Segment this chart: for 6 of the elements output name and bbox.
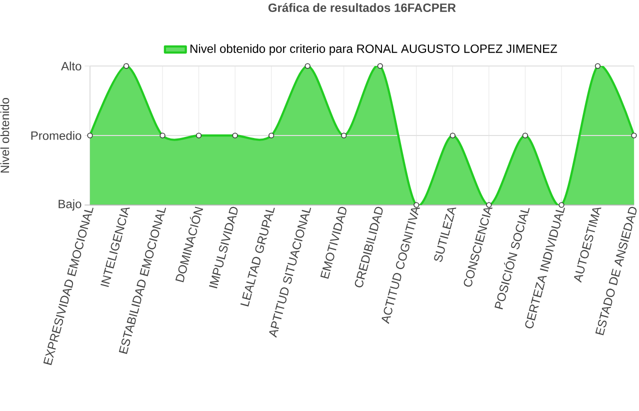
x-tick-label: LEALTAD GRUPAL	[240, 208, 275, 307]
ref-line-label: Alto	[61, 62, 82, 70]
ref-line-label: Promedio	[31, 131, 82, 140]
chart-title: Gráfica de resultados 16FACPER	[268, 3, 456, 12]
legend-label: Nivel obtenido por criterio para RONAL AUGUSTO LOPEZ JIMENEZ	[190, 44, 558, 56]
y-axis-title: Nivel obtenido	[0, 98, 10, 173]
